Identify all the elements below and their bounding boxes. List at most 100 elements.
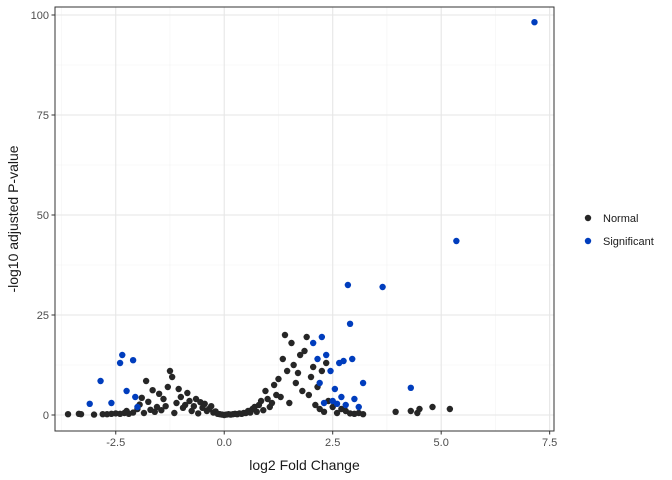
major-gridlines xyxy=(55,7,554,431)
x-tick-label: 0.0 xyxy=(217,437,232,449)
point-normal xyxy=(77,411,85,418)
point-normal xyxy=(303,333,310,341)
point-normal xyxy=(292,379,300,387)
x-axis-title: log2 Fold Change xyxy=(249,457,360,473)
point-normal xyxy=(181,401,189,409)
point-normal xyxy=(268,399,276,407)
point-significant xyxy=(531,19,538,26)
y-tick-label: 100 xyxy=(31,10,49,22)
x-tick-label: 5.0 xyxy=(434,437,449,449)
point-significant xyxy=(453,237,460,245)
point-normal xyxy=(184,389,191,397)
legend: Normal Significant xyxy=(584,213,654,248)
point-significant xyxy=(349,355,356,363)
point-normal xyxy=(277,393,284,401)
point-normal xyxy=(446,405,454,413)
point-normal xyxy=(260,407,267,414)
point-normal xyxy=(173,399,180,407)
point-normal xyxy=(129,409,137,416)
y-tick-label: 75 xyxy=(37,110,49,122)
point-normal xyxy=(177,393,185,401)
point-normal xyxy=(322,359,330,367)
legend-key-significant xyxy=(584,237,592,245)
point-significant xyxy=(316,379,323,387)
point-significant xyxy=(342,401,349,409)
point-significant xyxy=(346,320,354,327)
x-tick-label: 7.5 xyxy=(542,437,557,449)
point-normal xyxy=(416,405,423,413)
point-normal xyxy=(208,403,215,410)
point-normal xyxy=(296,351,304,359)
point-normal xyxy=(158,407,165,414)
point-normal xyxy=(275,375,282,383)
point-normal xyxy=(281,331,289,339)
point-normal xyxy=(307,373,315,381)
point-normal xyxy=(318,367,326,375)
point-significant xyxy=(331,385,339,393)
point-significant xyxy=(132,393,139,401)
point-normal xyxy=(392,408,399,415)
point-normal xyxy=(262,387,269,395)
point-normal xyxy=(151,408,158,415)
point-normal xyxy=(286,399,293,407)
point-normal xyxy=(155,390,163,397)
point-normal xyxy=(320,408,328,415)
legend-label-significant: Significant xyxy=(603,236,654,248)
point-normal xyxy=(175,385,182,393)
point-normal xyxy=(299,387,306,395)
point-normal xyxy=(171,409,178,417)
y-axis-ticks: 0 25 50 75 100 xyxy=(31,10,55,422)
point-significant xyxy=(333,400,341,407)
point-significant xyxy=(320,399,328,407)
point-significant xyxy=(322,351,330,359)
point-significant xyxy=(407,384,415,391)
y-tick-label: 0 xyxy=(43,410,49,422)
point-normal xyxy=(294,369,302,377)
y-tick-label: 50 xyxy=(37,210,49,222)
point-significant xyxy=(340,357,347,365)
point-normal xyxy=(194,410,202,417)
point-significant xyxy=(134,403,141,411)
point-normal xyxy=(168,373,176,381)
point-normal xyxy=(142,377,150,385)
point-significant xyxy=(116,359,124,367)
point-significant xyxy=(129,357,137,364)
point-normal xyxy=(312,401,319,409)
point-normal xyxy=(270,381,278,389)
point-normal xyxy=(201,400,208,407)
point-normal xyxy=(283,367,291,375)
y-tick-label: 25 xyxy=(37,310,49,322)
point-normal xyxy=(138,394,145,401)
point-normal xyxy=(166,367,174,375)
point-significant xyxy=(344,281,352,289)
point-normal xyxy=(264,395,271,403)
point-normal xyxy=(190,403,198,410)
point-normal xyxy=(186,397,193,405)
minor-gridlines xyxy=(55,7,554,431)
point-normal xyxy=(309,363,317,371)
point-normal xyxy=(305,391,313,399)
x-tick-label: -2.5 xyxy=(106,437,125,449)
legend-key-normal xyxy=(584,214,592,222)
point-normal xyxy=(290,361,297,369)
point-normal xyxy=(407,407,415,415)
point-normal xyxy=(64,411,72,418)
point-significant xyxy=(355,403,362,411)
point-normal xyxy=(359,411,367,418)
point-significant xyxy=(338,393,345,401)
point-significant xyxy=(123,387,130,395)
point-normal xyxy=(257,397,265,405)
plot-border xyxy=(54,6,555,432)
point-significant xyxy=(379,283,386,291)
point-normal xyxy=(160,395,167,403)
plot-panel xyxy=(55,7,554,431)
legend-label-normal: Normal xyxy=(603,213,638,225)
x-tick-label: 2.5 xyxy=(325,437,340,449)
point-significant xyxy=(108,399,115,407)
point-significant xyxy=(119,351,126,359)
point-significant xyxy=(359,379,367,387)
point-normal xyxy=(188,407,195,415)
point-significant xyxy=(97,377,104,385)
point-significant xyxy=(327,367,334,375)
